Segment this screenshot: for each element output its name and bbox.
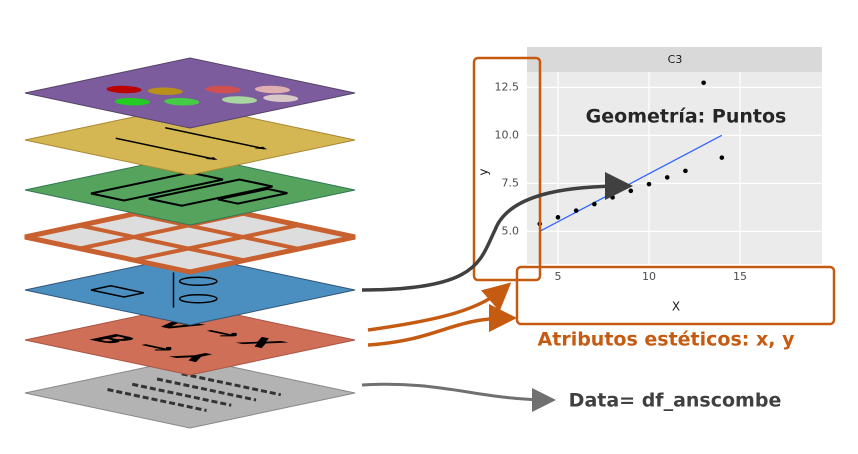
point xyxy=(628,188,634,194)
point xyxy=(555,215,561,220)
scale-layer xyxy=(25,202,355,272)
point xyxy=(592,201,597,207)
point xyxy=(701,80,706,86)
geometry-label: Geometría: Puntos xyxy=(586,106,787,128)
x-tick-label: 5 xyxy=(554,270,561,283)
plot: 5.0 7.5 10.0 12.5 5 10 15 xyxy=(495,72,822,283)
y-highlight xyxy=(472,56,542,282)
y-axis-label: y xyxy=(477,168,491,175)
data-arrow xyxy=(361,382,556,412)
plot-panel xyxy=(527,72,822,264)
data-layer xyxy=(25,358,355,428)
point xyxy=(683,168,688,174)
y-tick-label: 10.0 xyxy=(495,128,520,141)
facet-title: C3 xyxy=(668,53,683,66)
data-label: Data= df_anscombe xyxy=(569,390,782,412)
x-axis-label: X xyxy=(672,300,680,314)
geometry-arrow xyxy=(361,172,633,292)
x-tick-label: 10 xyxy=(642,270,656,283)
aesthetics-layer: A → X B → Y xyxy=(25,305,355,375)
point xyxy=(573,208,579,213)
x-highlight xyxy=(515,265,836,326)
point xyxy=(664,175,670,180)
aesthetics-label: Atributos estéticos: x, y xyxy=(538,329,796,351)
geometry-layer xyxy=(25,255,355,325)
aes-arrow xyxy=(367,304,517,347)
point xyxy=(719,155,725,160)
theme-layer xyxy=(25,58,355,128)
aes-arrow xyxy=(367,282,512,332)
stats-layer xyxy=(25,155,355,225)
coord-layer xyxy=(25,105,355,175)
y-tick-label: 12.5 xyxy=(495,80,520,93)
y-tick-label: 5.0 xyxy=(502,224,520,237)
y-tick-label: 7.5 xyxy=(502,176,520,189)
point xyxy=(610,195,615,200)
x-tick-label: 15 xyxy=(733,270,747,283)
facet-strip xyxy=(527,47,822,72)
point xyxy=(646,181,652,187)
